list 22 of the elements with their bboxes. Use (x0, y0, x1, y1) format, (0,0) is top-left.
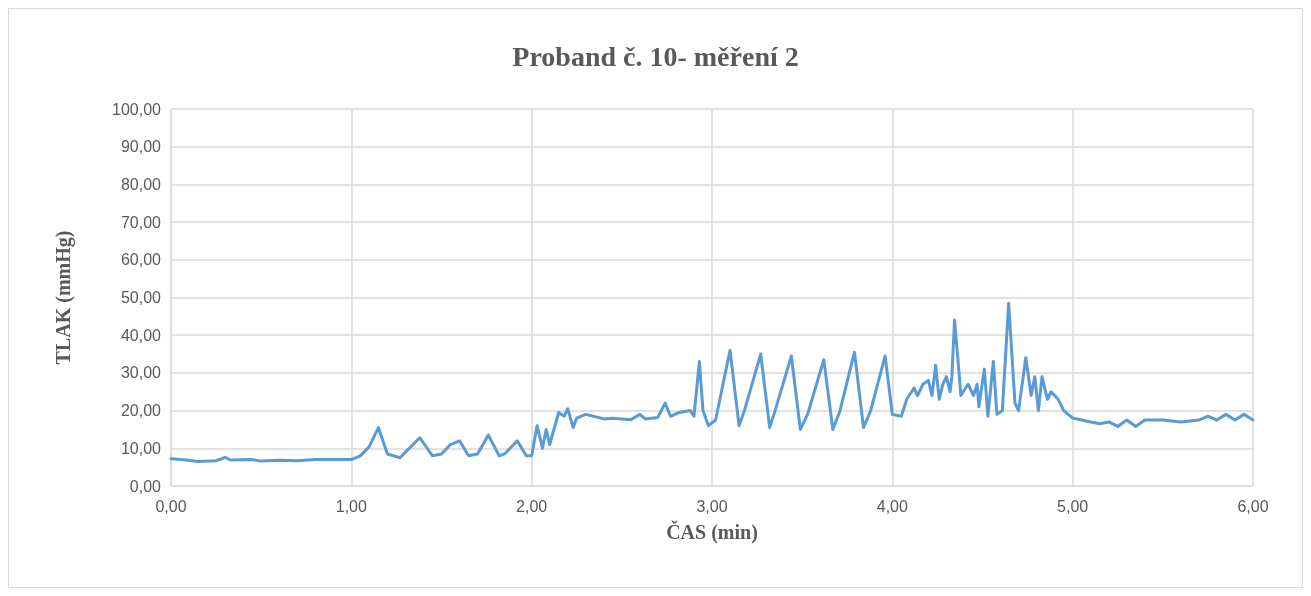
y-tick-label: 100,00 (112, 100, 162, 118)
x-axis-title: ČAS (min) (666, 520, 758, 544)
y-tick-label: 40,00 (120, 326, 162, 344)
y-tick-label: 50,00 (120, 289, 162, 306)
y-tick-label: 70,00 (120, 213, 162, 231)
y-tick-label: 30,00 (120, 364, 162, 382)
x-tick-label: 1,00 (335, 497, 368, 515)
y-tick-label: 60,00 (120, 251, 162, 269)
chart-title: Proband č. 10- měření 2 (512, 40, 799, 72)
y-axis-title: TLAK (mmHg) (52, 230, 75, 365)
y-tick-label: 10,00 (120, 439, 162, 457)
y-tick-label: 90,00 (120, 138, 162, 156)
line-series (169, 301, 1255, 463)
x-tick-label: 0,00 (155, 497, 187, 515)
y-tick-label: 20,00 (120, 402, 162, 420)
x-tick-label: 6,00 (1237, 497, 1269, 515)
x-tick-label: 4,00 (876, 497, 909, 515)
y-tick-label: 0,00 (129, 477, 162, 495)
y-tick-label: 80,00 (120, 175, 162, 193)
x-tick-label: 5,00 (1057, 497, 1089, 515)
x-tick-label: 2,00 (516, 497, 548, 515)
x-tick-label: 3,00 (696, 497, 728, 515)
